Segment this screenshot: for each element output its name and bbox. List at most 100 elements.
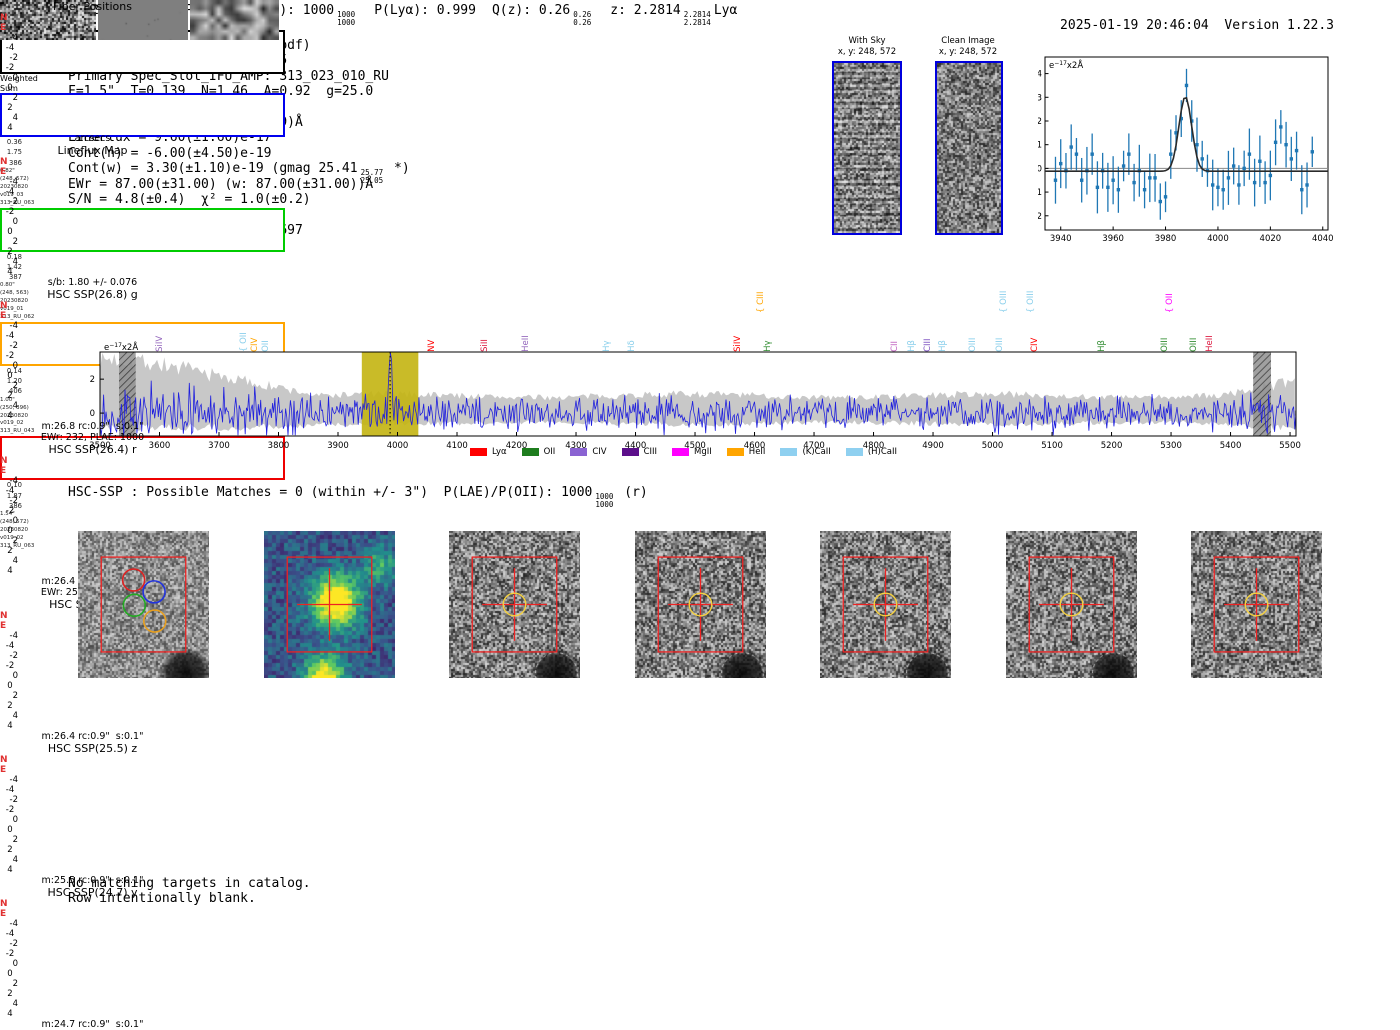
smoothed-image-row4 [190, 0, 279, 40]
panel-xtick: 2 [7, 989, 13, 999]
compass-east-label-0: E [0, 23, 7, 33]
cutout-left-stats-row1: 0.36 1.75 386 [6, 138, 22, 167]
panel-overlay-1 [286, 556, 372, 653]
panel-xtick: 0 [7, 681, 13, 691]
panel-title-1: Lineflux Map [57, 144, 128, 157]
panel-caption-0: arcsecs [74, 133, 111, 144]
footer-note-no-match: No matching targets in catalog. [68, 876, 311, 891]
info-line-10: S/N = 4.8(±0.4) χ² = 1.0(±0.2) [68, 192, 426, 207]
svg-text:5300: 5300 [1160, 441, 1182, 448]
svg-text:2: 2 [1038, 117, 1042, 127]
hsc-match-line: HSC-SSP : Possible Matches = 0 (within +… [68, 485, 664, 510]
header-datetime: 2025-01-19 20:46:04 [1060, 18, 1209, 33]
svg-text:2: 2 [90, 375, 95, 385]
panel-xtick: -2 [5, 805, 15, 815]
text: *) [386, 161, 410, 177]
svg-text:3700: 3700 [208, 441, 230, 448]
svg-text:3900: 3900 [327, 441, 349, 448]
compass-north-label-5: N [0, 755, 8, 765]
svg-text:5100: 5100 [1041, 441, 1063, 448]
legend-swatch-3 [621, 448, 639, 456]
panel-ytick: -4 [9, 321, 18, 331]
svg-text:5400: 5400 [1220, 441, 1242, 448]
panel-caption-4: m:26.4 rc:0.9" s:0.1" [41, 731, 144, 742]
panel-overlay-6 [1213, 556, 1300, 653]
header-version: Version 1.22.3 [1224, 18, 1334, 33]
clean-image [935, 61, 1003, 235]
panel-xtick: -2 [5, 661, 15, 671]
panel-xtick: 4 [7, 123, 13, 133]
svg-text:5500: 5500 [1279, 441, 1301, 448]
text: Q(z): 0.26 [491, 3, 571, 18]
compass-east-label-5: E [0, 765, 7, 775]
legend-item-5: HeII [726, 447, 765, 457]
info-line-7: Cont(n) = -6.00(±4.50)e-19 [68, 146, 426, 161]
legend-swatch-2 [570, 448, 588, 456]
clean-image-coords: x, y: 248, 572 [938, 46, 998, 57]
panel-xtick: -4 [5, 641, 15, 651]
compass-north-label-0: N [0, 13, 8, 23]
cutout-left-stats-row2: 0.18 1.42 387 [6, 252, 22, 281]
legend-item-1: OII [521, 447, 555, 457]
svg-text:0: 0 [1038, 164, 1042, 174]
svg-text:4000: 4000 [387, 441, 409, 448]
panel-caption-2: m:26.8 rc:0.9" s:0.1" [41, 421, 144, 432]
legend-item-6: (K)CaII [780, 447, 831, 457]
text: Cont(n) = -6.00(±4.50)e-19 [68, 145, 272, 161]
svg-text:4200: 4200 [506, 441, 528, 448]
svg-text:4800: 4800 [863, 441, 885, 448]
pixelflat-image-row4 [98, 0, 188, 40]
cutout-left-stats-row4: 0.10 1.87 386 [6, 481, 22, 510]
legend-label-7: (H)CaII [867, 447, 897, 457]
panel-xtick: 2 [7, 391, 13, 401]
panel-xtick: 0 [7, 371, 13, 381]
compass-north-label-1: N [0, 157, 8, 167]
panel-xtick: 4 [7, 1009, 13, 1019]
panel-xtick: 2 [7, 701, 13, 711]
svg-text:3980: 3980 [1155, 234, 1177, 244]
panel-caption-5: m:25.5 rc:0.9" s:0.1" [41, 875, 144, 886]
hsc-match-0: HSC-SSP : Possible Matches = 0 (within +… [68, 485, 648, 510]
panel-xtick: -2 [5, 207, 15, 217]
info-line-9-seg-0: EWr = 87.00(±31.00) (w: 87.00(±31.00))Å [68, 177, 373, 192]
info-line-10-seg-0: S/N = 4.8(±0.4) χ² = 1.0(±0.2) [68, 192, 311, 207]
stacked-fraction: 2.2814 2.2814 [683, 10, 711, 28]
panel-xtick: -4 [5, 43, 15, 53]
panel-xtick: 4 [7, 411, 13, 421]
panel-title-2: HSC SSP(26.8) g [47, 288, 138, 301]
compass-north-label-4: N [0, 611, 8, 621]
panel-ytick: 2 [12, 691, 18, 701]
panel-ytick: 0 [12, 516, 18, 526]
legend-swatch-6 [780, 448, 798, 456]
panel-ytick: 4 [12, 257, 18, 267]
svg-text:4400: 4400 [625, 441, 647, 448]
svg-text:4700: 4700 [803, 441, 825, 448]
with-sky-coords: x, y: 248, 572 [837, 46, 897, 57]
panel-xtick: -4 [5, 929, 15, 939]
svg-text:4040: 4040 [1312, 234, 1334, 244]
svg-text:3940: 3940 [1050, 234, 1072, 244]
clean-image-title: Clean Image x, y: 248, 572 [912, 36, 1024, 57]
compass-east-label-6: E [0, 909, 7, 919]
svg-text:-2: -2 [1038, 212, 1042, 222]
legend-swatch-5 [726, 448, 744, 456]
panel-ytick: 0 [12, 815, 18, 825]
legend-label-2: CIV [592, 447, 607, 457]
cutout-left-stats-row3: 0.14 1.20 406 [6, 367, 22, 396]
info-line-8: Cont(w) = 3.30(±1.10)e-19 (gmag 25.41 25.… [68, 161, 426, 185]
compass-north-label-6: N [0, 899, 8, 909]
svg-text:4300: 4300 [565, 441, 587, 448]
panel-xtick: 0 [7, 83, 13, 93]
panel-overlay-2 [471, 556, 558, 653]
imaging-panels-row: Fiber Positions N E -4 -4 -2 -2 0 0 2 2 4 4 arcsecs Li… [0, 0, 1322, 1030]
panel-ytick: -2 [9, 496, 18, 506]
text: HSC-SSP : Possible Matches = 0 (within +… [68, 485, 593, 500]
cutout-right-meta-row3: 1.00" (250, 396) 20230820 v019_02 313_RU_043 [0, 396, 35, 435]
header-spacer [1209, 18, 1225, 33]
panel-overlay-3 [657, 556, 743, 653]
panel-ytick: -2 [9, 651, 18, 661]
panel-ytick: -4 [9, 919, 18, 929]
legend-item-4: MgII [672, 447, 712, 457]
spec2d-image-row4 [0, 0, 96, 40]
panel-xtick: -2 [5, 506, 15, 516]
